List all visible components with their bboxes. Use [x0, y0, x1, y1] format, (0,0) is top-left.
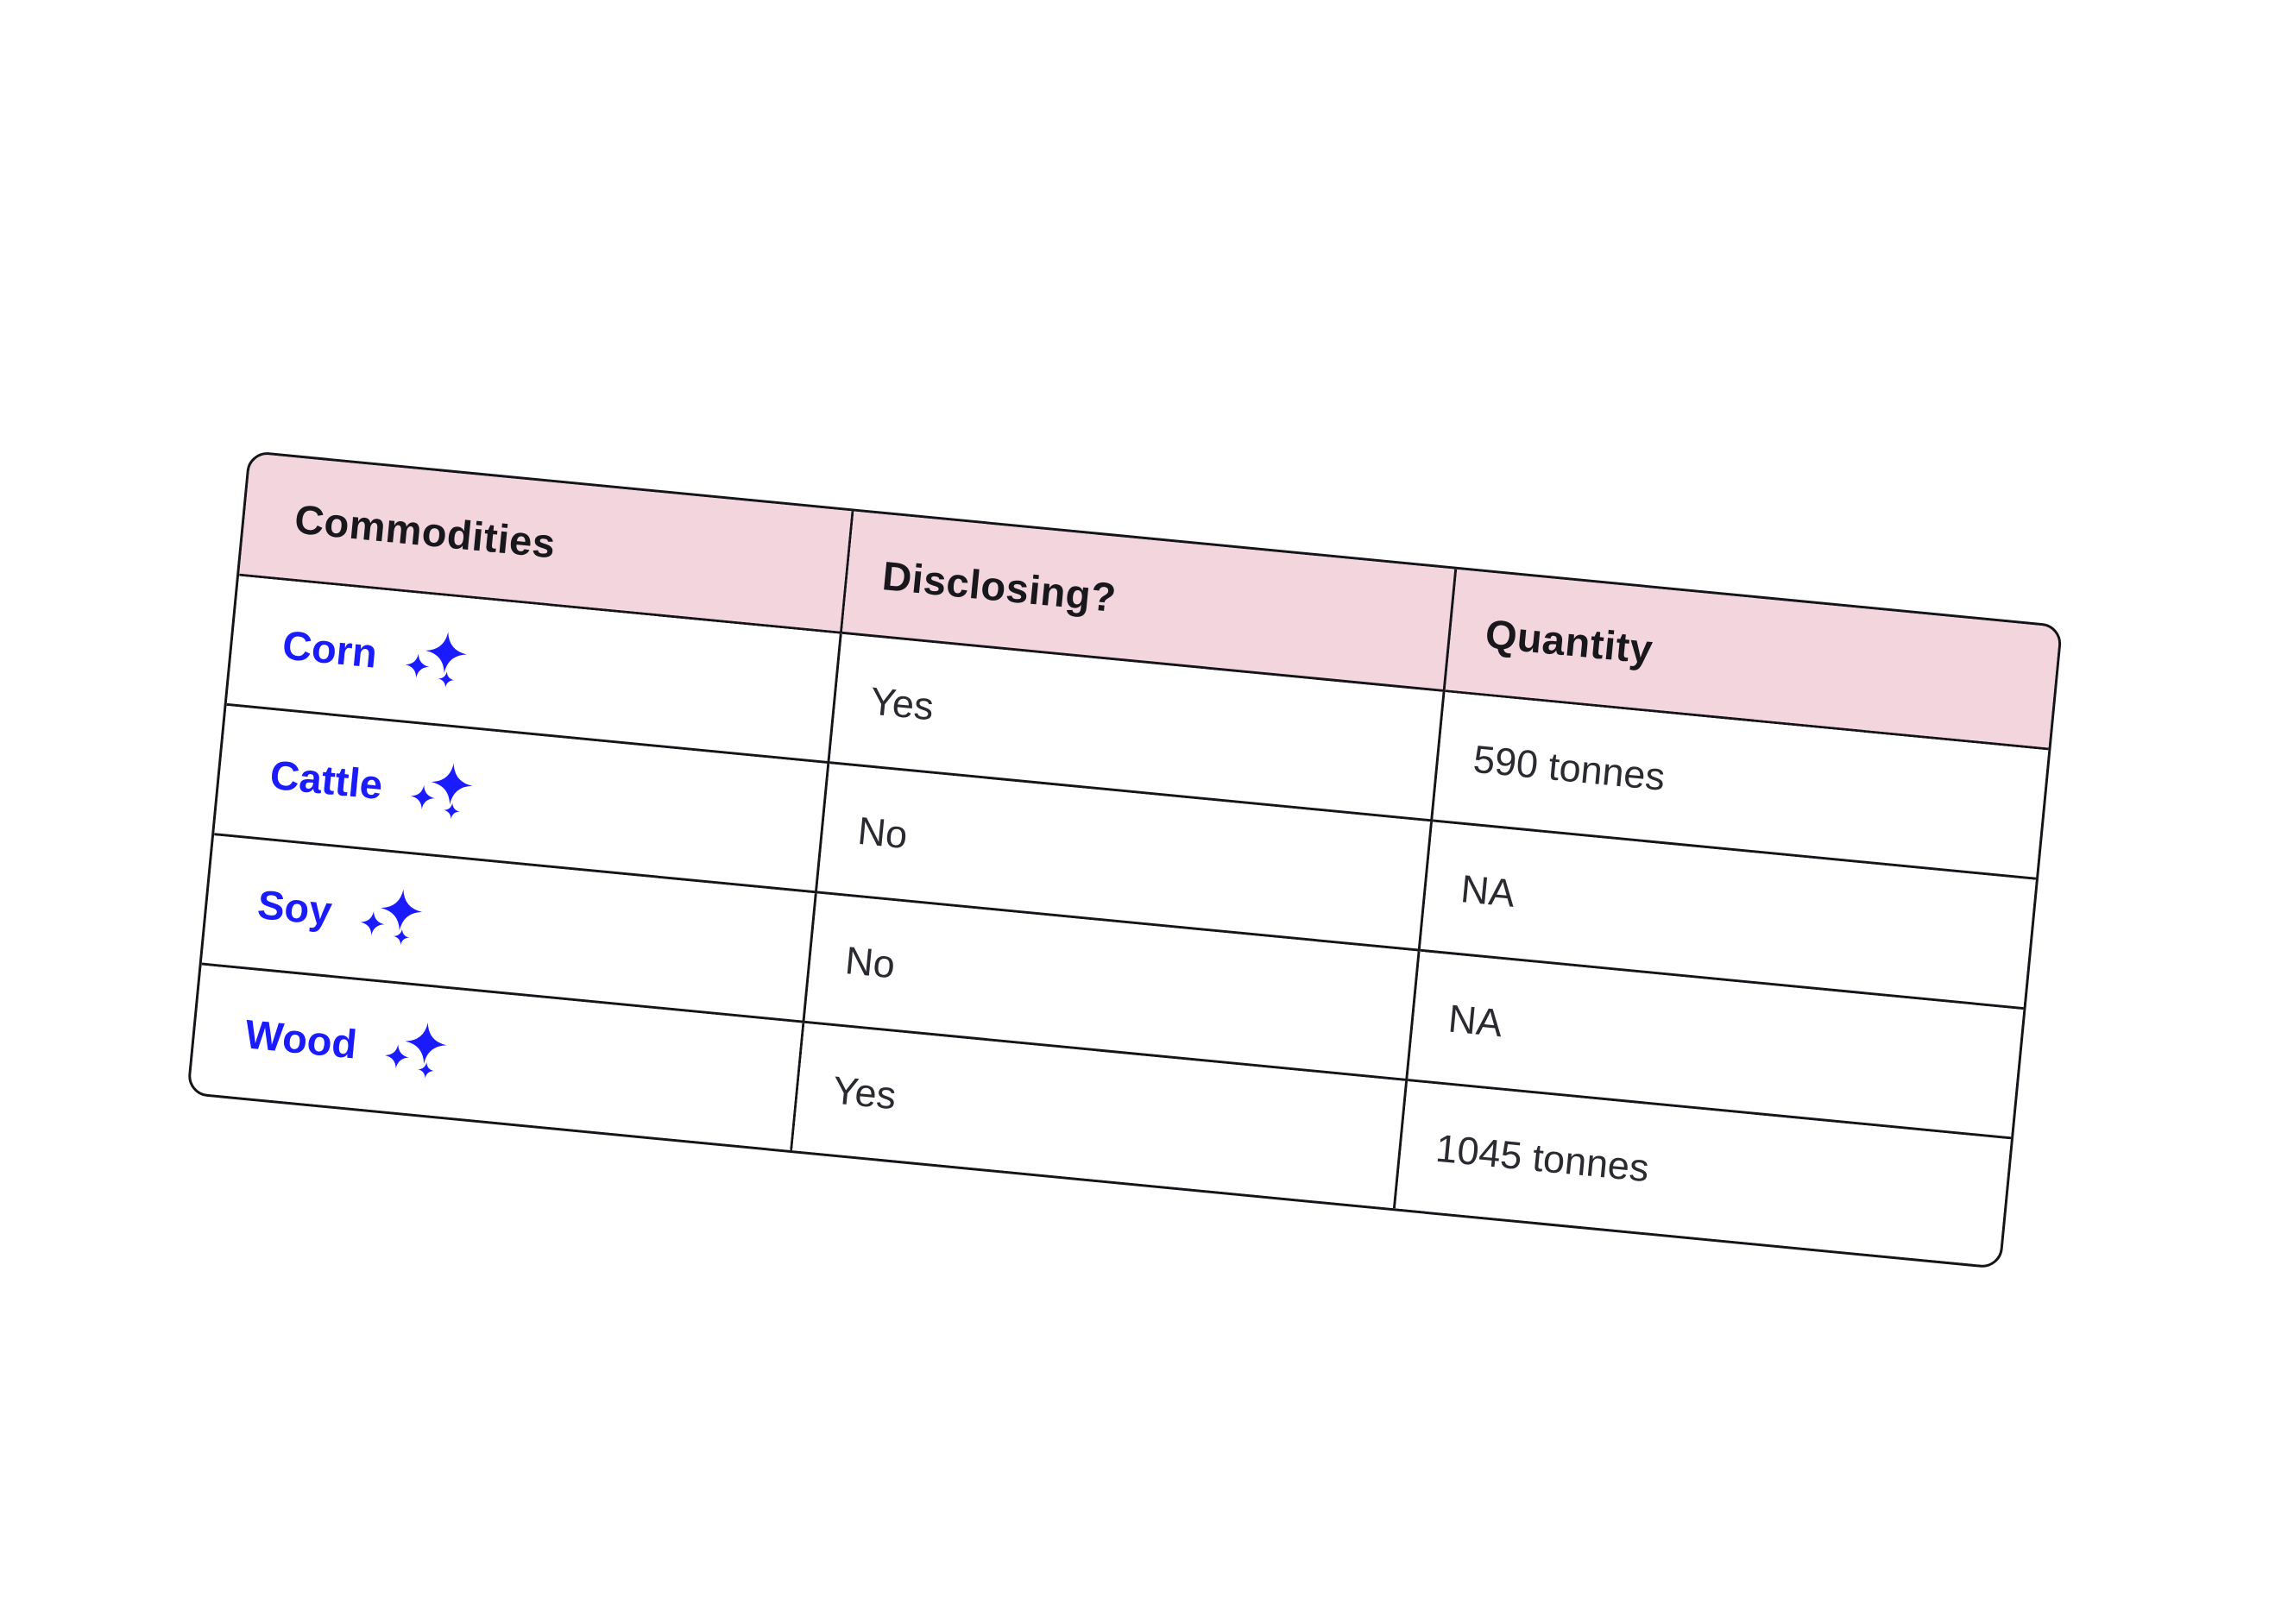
commodity-label: Corn: [280, 621, 380, 677]
table-row: Wood Yes 1045 tonnes: [189, 965, 2011, 1267]
commodity-label: Soy: [255, 881, 335, 935]
table-row: Cattle No NA: [214, 705, 2036, 1010]
sparkles-icon: [407, 756, 477, 826]
commodity-cell: Cattle: [214, 705, 830, 894]
commodity-cell: Soy: [201, 835, 817, 1023]
commodity-cell: Wood: [189, 965, 805, 1151]
sparkles-icon: [381, 1015, 451, 1085]
commodity-label: Cattle: [268, 751, 385, 809]
table-row: Corn Yes 590 tonnes: [226, 576, 2049, 880]
sparkles-icon: [356, 882, 426, 952]
sparkles-icon: [402, 625, 472, 695]
commodities-table: Commodities Disclosing? Quantity Corn: [186, 450, 2064, 1269]
commodity-label: Wood: [243, 1010, 359, 1067]
table-body: Corn Yes 590 tonnes: [189, 576, 2049, 1267]
table-row: Soy No NA: [201, 835, 2024, 1140]
commodity-cell: Corn: [226, 576, 842, 765]
commodities-table-wrapper: Commodities Disclosing? Quantity Corn: [186, 450, 2064, 1269]
